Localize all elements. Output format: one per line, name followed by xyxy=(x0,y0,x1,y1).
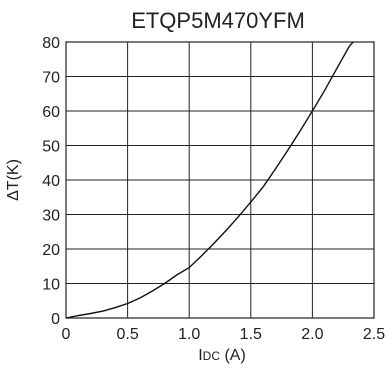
x-tick-label: 2.0 xyxy=(301,326,323,343)
y-tick-label: 10 xyxy=(42,277,60,294)
x-tick-label: 1.5 xyxy=(240,326,262,343)
chart-title: ETQP5M470YFM xyxy=(131,8,305,33)
x-tick-label: 1.0 xyxy=(178,326,200,343)
y-tick-label: 20 xyxy=(42,242,60,259)
x-axis-label-unit: (A) xyxy=(220,347,246,364)
y-tick-label: 50 xyxy=(42,139,60,156)
x-tick-label: 0 xyxy=(62,326,71,343)
y-tick-label: 0 xyxy=(51,311,60,328)
y-axis-ticks: 0 10 20 30 40 50 60 70 80 xyxy=(42,35,60,328)
x-tick-label: 2.5 xyxy=(363,326,385,343)
x-axis-label: IDC (A) xyxy=(198,347,246,364)
y-tick-label: 80 xyxy=(42,35,60,52)
y-tick-label: 70 xyxy=(42,70,60,87)
x-axis-ticks: 0 0.5 1.0 1.5 2.0 2.5 xyxy=(62,326,386,343)
y-tick-label: 30 xyxy=(42,208,60,225)
grid xyxy=(66,42,374,318)
series-layer xyxy=(65,41,354,319)
series-line xyxy=(65,41,354,319)
x-tick-label: 0.5 xyxy=(116,326,138,343)
y-axis-label: ΔT(K) xyxy=(5,159,22,201)
y-tick-label: 60 xyxy=(42,104,60,121)
plot-frame xyxy=(65,41,375,319)
y-tick-label: 40 xyxy=(42,173,60,190)
x-axis-label-main: I xyxy=(198,347,202,364)
x-axis-label-sub: DC xyxy=(203,349,221,363)
